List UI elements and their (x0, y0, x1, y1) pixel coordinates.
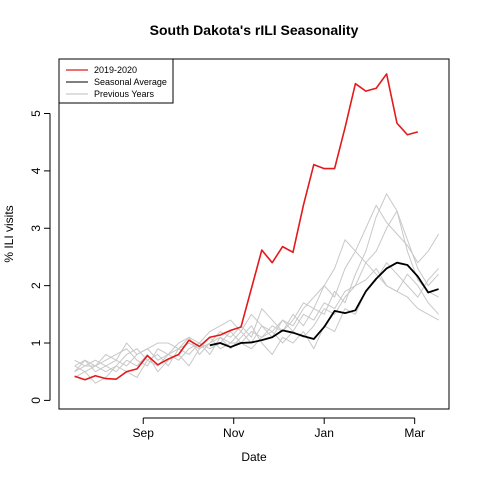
axes-layer: 0 1 2 3 4 5 Sep Nov Jan Mar (29, 110, 425, 440)
legend-box (58, 58, 174, 104)
chart-title: South Dakota's rILI Seasonality (150, 22, 359, 38)
legend-label-previous-years: Previous Years (94, 89, 155, 99)
series-line-previous-years-0 (74, 210, 439, 373)
legend-label-seasonal-average: Seasonal Average (94, 77, 167, 87)
legend-label-2019-2020: 2019-2020 (94, 65, 137, 75)
legend: 2019-2020 Seasonal Average Previous Year… (58, 58, 174, 104)
y-tick-label-1: 1 (29, 339, 43, 346)
series-line-seasonal-average-6 (209, 261, 439, 348)
y-tick-label-5: 5 (29, 110, 43, 117)
series-line-previous-years-4 (74, 204, 440, 373)
y-axis-label: % ILI visits (2, 205, 16, 262)
series-line-previous-years-2 (74, 267, 439, 367)
x-axis-label: Date (241, 450, 267, 464)
x-tick-label-nov: Nov (223, 426, 244, 440)
x-tick-label-mar: Mar (404, 426, 425, 440)
y-tick-label-3: 3 (29, 225, 43, 232)
x-tick-label-sep: Sep (133, 426, 155, 440)
y-tick-label-2: 2 (29, 282, 43, 289)
x-tick-label-jan: Jan (315, 426, 334, 440)
plot-frame (58, 58, 450, 410)
y-tick-label-4: 4 (29, 167, 43, 174)
series-line-2019-2020-7 (74, 73, 419, 381)
series-layer (74, 73, 440, 384)
y-tick-label-0: 0 (29, 397, 43, 404)
